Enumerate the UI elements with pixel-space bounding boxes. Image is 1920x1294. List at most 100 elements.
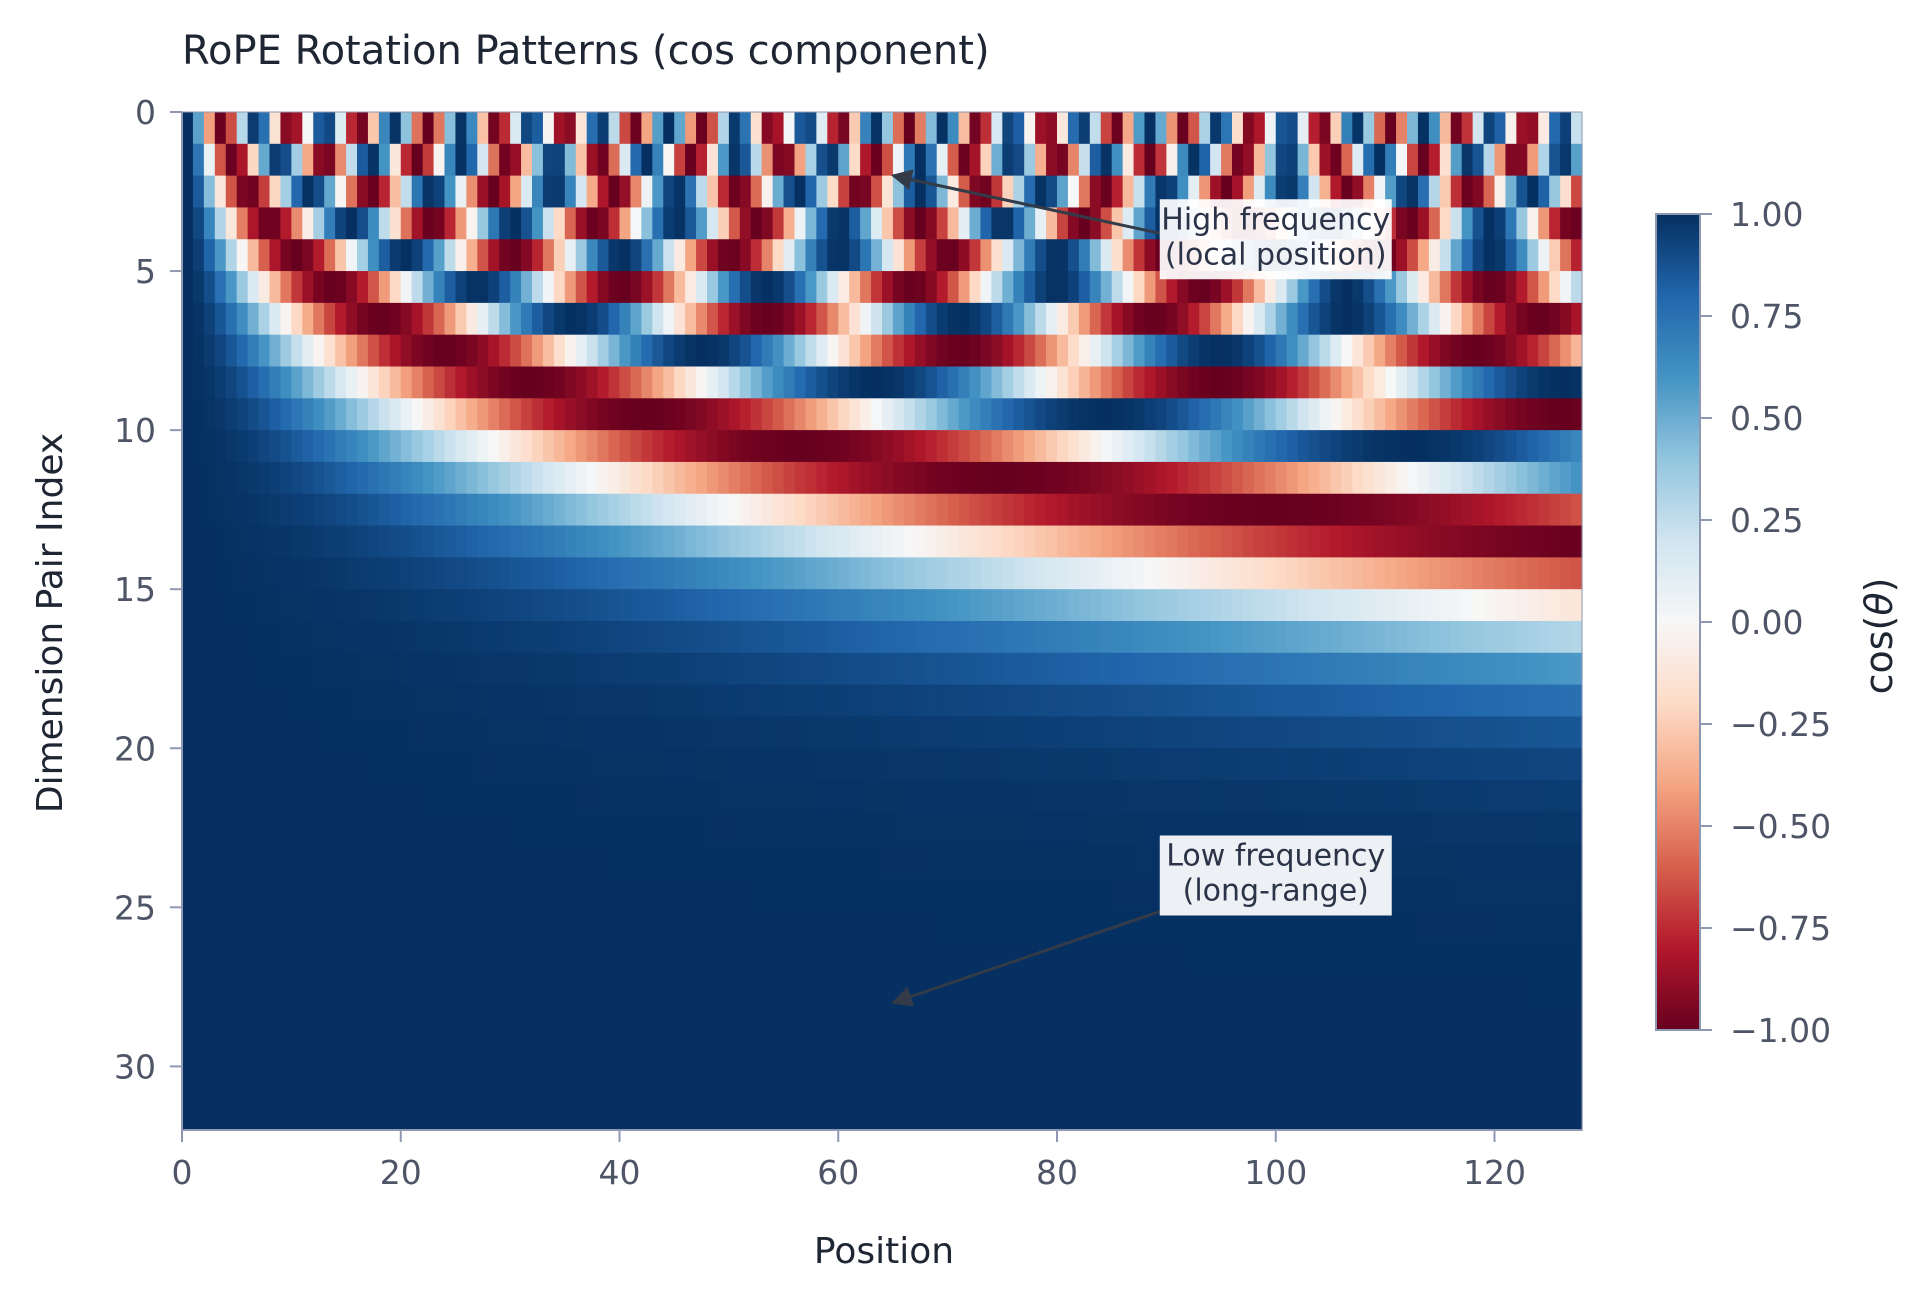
heatmap-cell — [1067, 143, 1080, 177]
heatmap-cell — [630, 811, 642, 845]
heatmap-cell — [302, 684, 314, 718]
heatmap-cell — [455, 748, 467, 781]
heatmap-cell — [980, 843, 992, 877]
heatmap-cell — [1133, 143, 1146, 177]
heatmap-cell — [630, 780, 642, 813]
heatmap-cell — [1374, 461, 1386, 495]
heatmap-cell — [1417, 684, 1430, 718]
heatmap-cell — [1417, 207, 1430, 240]
heatmap-cell — [313, 461, 325, 495]
heatmap-cell — [1275, 366, 1288, 399]
heatmap-cell — [750, 271, 763, 304]
heatmap-cell — [521, 652, 533, 686]
heatmap-cell — [1067, 939, 1080, 972]
heatmap-cell — [1516, 112, 1528, 145]
heatmap-cell — [1516, 366, 1528, 399]
heatmap-cell — [1264, 334, 1277, 368]
heatmap-cell — [1527, 207, 1539, 240]
heatmap-cell — [1516, 1098, 1528, 1131]
heatmap-cell — [903, 175, 916, 209]
heatmap-cell — [1210, 621, 1222, 654]
heatmap-cell — [586, 621, 599, 654]
heatmap-cell — [739, 271, 752, 304]
heatmap-cell — [214, 1066, 227, 1099]
heatmap-cell — [346, 398, 358, 431]
heatmap-cell — [1035, 207, 1047, 240]
heatmap-cell — [1057, 939, 1069, 972]
heatmap-cell — [1002, 143, 1014, 177]
heatmap-cell — [324, 621, 336, 654]
heatmap-cell — [1100, 112, 1113, 145]
heatmap-cell — [1341, 271, 1353, 304]
heatmap-cell — [1549, 557, 1561, 590]
heatmap-cell — [1560, 1098, 1572, 1131]
heatmap-cell — [1046, 207, 1058, 240]
heatmap-cell — [1549, 780, 1561, 813]
heatmap-cell — [192, 716, 205, 749]
heatmap-cell — [1133, 907, 1146, 940]
heatmap-cell — [685, 748, 697, 781]
heatmap-cell — [324, 716, 336, 749]
heatmap-cell — [903, 907, 916, 940]
heatmap-cell — [1428, 843, 1441, 877]
heatmap-cell — [313, 1034, 325, 1067]
heatmap-cell — [1133, 112, 1146, 145]
heatmap-cell — [1494, 748, 1507, 781]
heatmap-cell — [1571, 493, 1583, 527]
heatmap-cell — [510, 430, 522, 463]
heatmap-cell — [1024, 302, 1036, 336]
heatmap-cell — [1166, 1002, 1178, 1036]
heatmap-cell — [1417, 175, 1430, 209]
heatmap-cell — [1461, 939, 1474, 972]
heatmap-cell — [1002, 398, 1014, 431]
heatmap-cell — [258, 1034, 271, 1067]
heatmap-cell — [1078, 939, 1091, 972]
heatmap-cell — [1516, 1066, 1528, 1099]
heatmap-cell — [1144, 334, 1157, 368]
heatmap-cell — [1089, 780, 1102, 813]
heatmap-cell — [192, 175, 205, 209]
heatmap-cell — [1264, 589, 1277, 622]
heatmap-cell — [1319, 970, 1332, 1004]
heatmap-cell — [389, 398, 402, 431]
heatmap-cell — [925, 684, 938, 718]
heatmap-cell — [696, 1098, 708, 1131]
heatmap-cell — [1253, 652, 1266, 686]
heatmap-cell — [980, 207, 992, 240]
heatmap-cell — [203, 430, 216, 463]
heatmap-cell — [1472, 875, 1485, 908]
heatmap-cell — [444, 907, 457, 940]
heatmap-cell — [1407, 334, 1419, 368]
heatmap-cell — [838, 334, 850, 368]
heatmap-cell — [1286, 811, 1299, 845]
heatmap-cell — [1024, 1002, 1036, 1036]
heatmap-cell — [499, 1002, 511, 1036]
heatmap-cell — [641, 1098, 653, 1131]
heatmap-cell — [1177, 716, 1189, 749]
heatmap-cell — [958, 398, 971, 431]
heatmap-cell — [597, 112, 610, 145]
heatmap-cell — [389, 112, 402, 145]
heatmap-cell — [794, 589, 807, 622]
heatmap-cell — [1516, 207, 1528, 240]
heatmap-cell — [925, 1098, 938, 1131]
heatmap-cell — [739, 1002, 752, 1036]
heatmap-cell — [1538, 430, 1550, 463]
heatmap-cell — [1275, 334, 1288, 368]
heatmap-cell — [553, 1066, 566, 1099]
heatmap-cell — [882, 1066, 894, 1099]
heatmap-cell — [564, 621, 577, 654]
heatmap-cell — [991, 843, 1003, 877]
heatmap-cell — [455, 430, 467, 463]
heatmap-cell — [663, 112, 675, 145]
heatmap-cell — [422, 557, 435, 590]
heatmap-cell — [1024, 748, 1036, 781]
heatmap-cell — [1549, 589, 1561, 622]
heatmap-cell — [346, 557, 358, 590]
heatmap-cell — [1057, 143, 1069, 177]
heatmap-cell — [849, 143, 861, 177]
heatmap-cell — [1067, 112, 1080, 145]
heatmap-cell — [685, 493, 697, 527]
heatmap-cell — [346, 780, 358, 813]
heatmap-cell — [378, 1002, 391, 1036]
